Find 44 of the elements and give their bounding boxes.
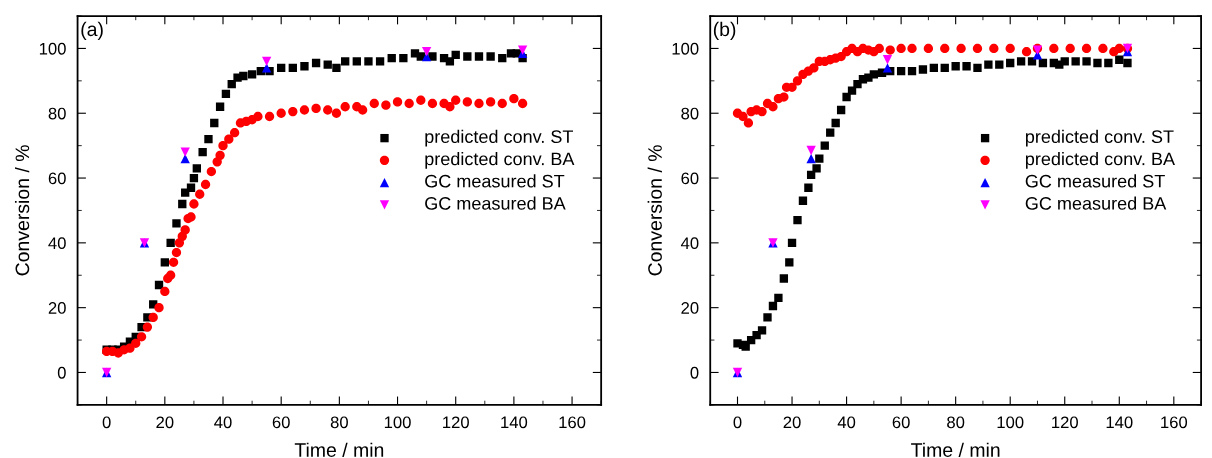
x-axis-title: Time / min (911, 442, 1000, 457)
y-tick-label: 60 (48, 172, 66, 185)
y-tick-label: 0 (690, 366, 699, 379)
legend-label: predicted conv. ST (1025, 129, 1174, 147)
x-tick-label: 20 (783, 416, 801, 429)
x-tick-label: 80 (330, 416, 348, 429)
x-tick-label: 120 (1052, 416, 1078, 429)
legend-label: GC measured BA (425, 196, 566, 210)
y-tick-label: 80 (681, 107, 699, 120)
y-tick-label: 40 (48, 237, 66, 250)
legend-label: predicted conv. ST (425, 129, 574, 147)
legend-label: predicted conv. BA (425, 152, 575, 169)
y-tick-label: 20 (48, 302, 66, 314)
x-tick-label: 100 (997, 416, 1024, 429)
x-tick-label: 40 (837, 416, 856, 429)
annotation: (b) (713, 21, 736, 40)
x-tick-label: 100 (384, 416, 411, 429)
x-axis-title: Time / min (294, 442, 384, 457)
x-tick-label: 80 (947, 416, 965, 429)
x-tick-label: 60 (272, 416, 290, 429)
y-tick-label: 0 (57, 366, 66, 379)
x-tick-label: 60 (892, 416, 910, 429)
y-axis-title: Conversion / % (647, 145, 662, 276)
x-tick-label: 0 (102, 416, 111, 429)
legend-label: GC measured ST (425, 174, 565, 188)
y-tick-label: 80 (48, 107, 66, 120)
x-tick-label: 20 (156, 416, 174, 429)
x-tick-label: 160 (1161, 416, 1188, 429)
y-tick-label: 100 (672, 42, 699, 55)
x-tick-label: 140 (1106, 416, 1133, 429)
x-tick-label: 140 (501, 416, 528, 429)
legend-label: predicted conv. BA (1025, 152, 1175, 169)
x-tick-label: 40 (214, 416, 232, 429)
y-tick-label: 40 (680, 237, 699, 250)
y-tick-label: 60 (681, 172, 699, 185)
y-tick-label: 20 (681, 302, 699, 314)
x-tick-label: 160 (559, 416, 586, 429)
y-tick-label: 100 (39, 42, 66, 55)
legend-label: GC measured BA (1025, 196, 1167, 210)
x-tick-label: 0 (733, 416, 742, 429)
x-tick-label: 120 (443, 416, 469, 429)
annotation: (a) (81, 21, 103, 40)
y-axis-title: Conversion / % (14, 145, 30, 276)
legend-label: GC measured ST (1025, 174, 1165, 188)
